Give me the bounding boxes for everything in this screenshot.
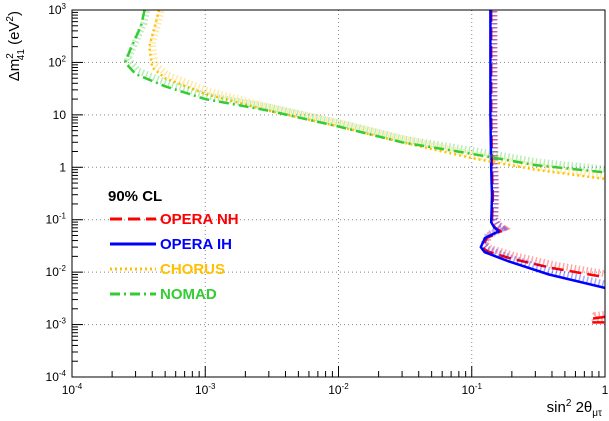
series-hatch <box>148 10 605 180</box>
y-tick-label: 103 <box>48 2 66 17</box>
series-line <box>479 10 605 290</box>
y-tick-label: 10-3 <box>46 317 67 332</box>
x-axis-title: sin2 2θμτ <box>547 398 602 419</box>
grid-lines <box>72 10 605 377</box>
legend-label: CHORUS <box>160 261 225 278</box>
legend-label: OPERA IH <box>160 236 232 253</box>
x-tick-label: 10-2 <box>328 382 349 397</box>
series-hatch <box>480 10 605 278</box>
y-tick-label: 10-1 <box>46 212 67 227</box>
series-line <box>123 10 605 174</box>
y-tick-label: 10-2 <box>46 264 67 279</box>
tick-labels: 10-4 10-3 10-2 10-1 1 10-4 10-3 10-2 10-1 1 10 102 1… <box>46 2 609 397</box>
series-hatch <box>479 10 605 288</box>
x-tick-label: 10-3 <box>195 382 216 397</box>
series-layer <box>123 10 605 324</box>
series-hatch <box>589 310 605 323</box>
y-tick-label: 1 <box>59 160 66 174</box>
series-line <box>589 315 605 324</box>
y-axis-title: Δm241 (eV2) <box>5 11 27 81</box>
legend: 90% CL OPERA NH OPERA IH CHORUS NOMAD <box>108 188 239 303</box>
series-hatch <box>123 10 605 173</box>
tick-marks <box>71 9 606 378</box>
y-tick-label: 10-4 <box>46 369 67 384</box>
series-line <box>481 10 605 279</box>
legend-label: OPERA NH <box>160 211 239 228</box>
y-tick-label: 102 <box>48 54 66 69</box>
series-line <box>148 10 605 181</box>
legend-label: NOMAD <box>160 286 217 303</box>
x-tick-label: 1 <box>602 383 609 397</box>
y-tick-label: 10 <box>53 108 67 122</box>
x-tick-label: 10-1 <box>462 382 483 397</box>
legend-title: 90% CL <box>108 188 162 205</box>
x-tick-label: 10-4 <box>62 382 83 397</box>
